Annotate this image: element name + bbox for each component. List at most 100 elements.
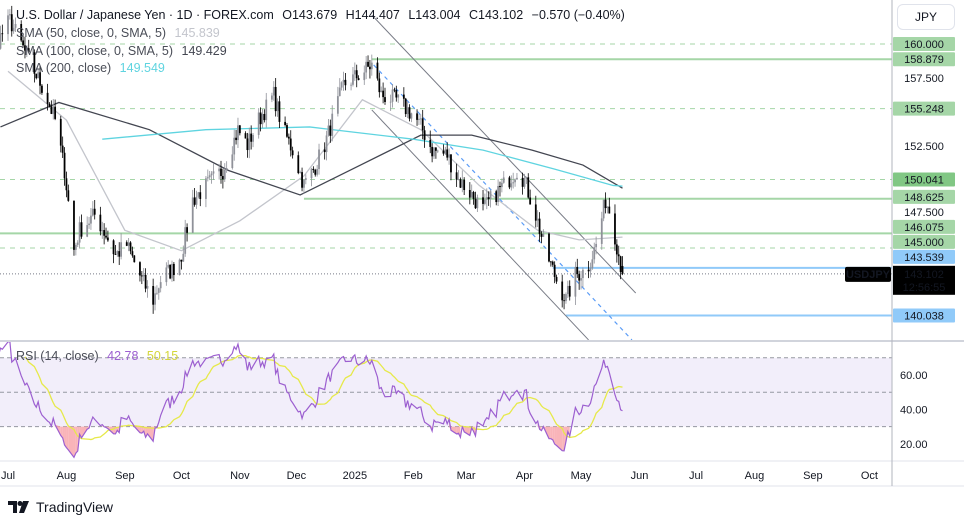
candle-body <box>169 264 172 279</box>
time-tick: Nov <box>230 470 250 482</box>
candle-body <box>542 233 545 237</box>
candle-body <box>278 101 281 122</box>
rsi-pane <box>0 340 892 459</box>
candle-body <box>107 237 109 241</box>
time-tick: Aug <box>745 470 765 482</box>
candle-body <box>538 218 541 234</box>
candle-body <box>549 261 552 263</box>
candle-body <box>76 242 79 245</box>
candle-body <box>14 24 17 28</box>
candle-body <box>459 179 462 188</box>
candle-body <box>250 133 253 142</box>
rsi-oversold-fill <box>450 426 457 434</box>
candle-body <box>514 179 516 183</box>
rsi-oversold-fill <box>548 426 551 439</box>
price-level-label-bg <box>893 52 955 67</box>
candle-body <box>561 281 564 301</box>
rsi-oversold-fill <box>464 426 470 436</box>
candle-body <box>434 147 437 151</box>
time-tick: Jul <box>1 470 15 482</box>
candle-body <box>235 137 237 141</box>
candle-body <box>484 199 486 204</box>
candle-body <box>384 97 386 102</box>
candle-body <box>274 86 277 112</box>
candle-body <box>446 149 449 158</box>
candle-body <box>389 101 392 103</box>
candle-body <box>225 168 228 170</box>
candle-body <box>139 262 141 276</box>
time-tick: Jun <box>631 470 649 482</box>
candle-body <box>93 208 96 215</box>
time-tick: Aug <box>57 470 77 482</box>
last-price-badge-bg <box>893 265 955 295</box>
candle-body <box>500 182 503 188</box>
candle-body <box>497 186 499 203</box>
candle-body <box>510 183 513 188</box>
candle-body <box>246 138 249 151</box>
candle-body <box>78 222 81 243</box>
price-level-label-bg <box>893 249 955 264</box>
candle-body <box>237 125 239 141</box>
time-tick: May <box>571 470 592 482</box>
candle-body <box>614 213 616 245</box>
candle-body <box>536 218 539 221</box>
candle-body <box>574 266 577 297</box>
sma100-legend[interactable]: SMA (100, close, 0, SMA, 5) 149.429 <box>16 44 232 58</box>
candle-body <box>193 197 196 205</box>
candle-body <box>431 146 434 157</box>
candle-body <box>499 186 501 188</box>
candle-body <box>65 178 68 191</box>
candle-body <box>37 72 40 79</box>
candle-body <box>24 45 26 51</box>
price-level-label-bg <box>893 219 955 234</box>
price-change: −0.570 (−0.40%) <box>531 8 625 22</box>
rsi-ma-value: 50.15 <box>146 349 179 363</box>
candle-body <box>233 137 236 155</box>
candle-body <box>41 85 43 93</box>
candle-body <box>199 192 202 199</box>
candle-body <box>127 242 130 246</box>
price-level-label-bg <box>893 308 955 323</box>
candle-body <box>118 251 121 257</box>
candle-body <box>131 251 134 256</box>
sma50-legend[interactable]: SMA (50, close, 0, SMA, 5) 145.839 <box>16 26 225 40</box>
candle-body <box>142 274 145 277</box>
candle-body <box>450 154 452 173</box>
candle-body <box>521 177 524 187</box>
candle-body <box>344 79 347 86</box>
candle-body <box>423 130 426 140</box>
candle-body <box>589 268 592 272</box>
currency-button[interactable]: JPY <box>897 4 955 30</box>
candle-body <box>1 33 4 35</box>
candle-body <box>140 275 143 277</box>
tradingview-logo[interactable]: TradingView <box>8 499 113 515</box>
candle-body <box>323 149 326 153</box>
price-level-label-bg <box>893 37 955 51</box>
rsi-legend[interactable]: RSI (14, close) 42.78 50.15 <box>16 349 183 363</box>
symbol-title: U.S. Dollar / Japanese Yen · 1D · FOREX.… <box>16 8 274 22</box>
candle-body <box>287 136 290 139</box>
candle-body <box>27 48 30 53</box>
candle-body <box>367 61 369 67</box>
candle-body <box>442 150 445 154</box>
trendline <box>371 109 589 341</box>
candle-body <box>357 78 360 81</box>
candle-body <box>86 225 89 237</box>
sma200-legend[interactable]: SMA (200, close) 149.549 <box>16 61 170 75</box>
candle-body <box>525 177 528 179</box>
candle-body <box>455 172 458 180</box>
candle-body <box>391 89 394 102</box>
time-tick: Oct <box>861 470 878 482</box>
axes: 160.000 158.879 157.500 155.248 152.500 150.0… <box>0 0 964 487</box>
rsi-oversold-fill <box>458 426 461 438</box>
candle-body <box>165 267 168 283</box>
candle-body <box>582 269 584 279</box>
candle-body <box>191 197 194 233</box>
candle-body <box>470 192 473 198</box>
candle-body <box>331 113 334 136</box>
candle-body <box>378 78 381 93</box>
candle-body <box>591 259 594 269</box>
candle-body <box>206 177 209 179</box>
